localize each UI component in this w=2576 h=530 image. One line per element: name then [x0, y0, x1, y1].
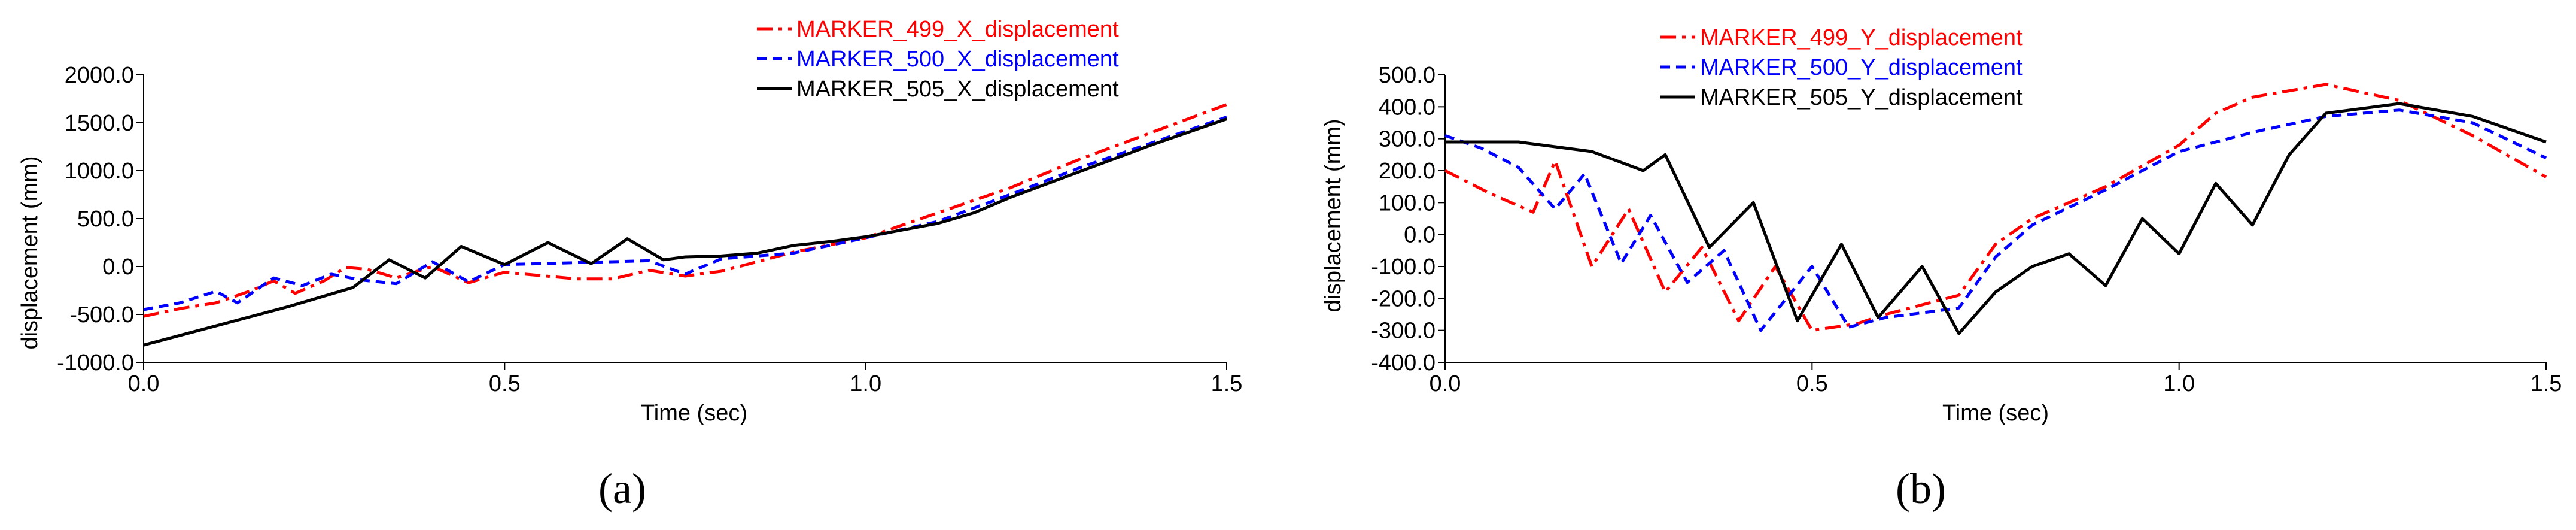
y-tick-label: 0.0: [1404, 223, 1435, 248]
y-tick-label: -300.0: [1371, 319, 1435, 344]
chart-panel-b: 0.0 0.5 1.0 1.5 -400.0 -300.0 -200.0 -100.0 0.0 1…: [1321, 25, 2562, 513]
series-line-marker-500-y-displacement: [1444, 108, 2547, 332]
tick-labels-a: 0.0 0.5 1.0 1.5 -1000.0 -500.0 0.0 500.0 1000.0 1…: [57, 63, 1242, 396]
series-line-marker-505-y-displacement: [1445, 102, 2547, 335]
y-tick-label: -1000.0: [57, 350, 134, 375]
series-line-marker-499-x-displacement: [143, 103, 1227, 318]
axes-b: [1438, 74, 2547, 370]
series-line-marker-505-x-displacement: [143, 117, 1227, 347]
x-tick-label: 0.0: [128, 371, 160, 396]
x-tick-label: 1.5: [1211, 371, 1243, 396]
chart-panel-a: 0.0 0.5 1.0 1.5 -1000.0 -500.0 0.0 500.0 1000.0 1…: [17, 17, 1242, 513]
legend-label: MARKER_500_X_displacement: [796, 47, 1119, 72]
x-tick-label: 1.0: [2163, 371, 2195, 396]
y-tick-label: 300.0: [1379, 127, 1435, 152]
x-tick-label: 0.0: [1430, 371, 1461, 396]
legend-a: MARKER_499_X_displacement MARKER_500_X_di…: [757, 17, 1119, 102]
y-tick-label: -500.0: [69, 302, 134, 328]
y-tick-label: 1000.0: [65, 159, 134, 184]
legend-label: MARKER_505_Y_displacement: [1700, 85, 2023, 110]
x-tick-label: 1.0: [850, 371, 881, 396]
y-tick-label: 500.0: [77, 207, 134, 232]
y-tick-label: 2000.0: [65, 63, 134, 88]
y-axis-label-b: displacement (mm): [1321, 119, 1346, 312]
y-tick-label: 100.0: [1379, 190, 1435, 216]
x-tick-label: 1.5: [2531, 371, 2562, 396]
series-line-marker-499-y-displacement: [1444, 83, 2547, 332]
axes-a: [136, 74, 1227, 370]
y-tick-label: -100.0: [1371, 255, 1435, 280]
x-axis-label-a: Time (sec): [641, 401, 747, 426]
x-tick-label: 0.5: [489, 371, 521, 396]
legend-label: MARKER_505_X_displacement: [796, 77, 1119, 102]
y-tick-label: 500.0: [1379, 63, 1435, 88]
legend-label: MARKER_499_Y_displacement: [1700, 25, 2023, 50]
y-tick-label: -200.0: [1371, 286, 1435, 311]
series-group-a: [143, 103, 1227, 347]
y-tick-label: 200.0: [1379, 159, 1435, 184]
panel-caption-a: (a): [598, 465, 646, 513]
legend-label: MARKER_500_Y_displacement: [1700, 55, 2023, 80]
x-tick-label: 0.5: [1796, 371, 1828, 396]
legend-b: MARKER_499_Y_displacement MARKER_500_Y_di…: [1660, 25, 2023, 110]
legend-label: MARKER_499_X_displacement: [796, 17, 1119, 42]
y-tick-label: -400.0: [1371, 350, 1435, 375]
y-tick-label: 1500.0: [65, 111, 134, 136]
tick-labels-b: 0.0 0.5 1.0 1.5 -400.0 -300.0 -200.0 -100.0 0.0 1…: [1371, 63, 2562, 396]
y-tick-label: 400.0: [1379, 95, 1435, 120]
y-tick-label: 0.0: [102, 255, 134, 280]
y-axis-label-a: displacement (mm): [17, 156, 42, 349]
x-axis-label-b: Time (sec): [1942, 401, 2049, 426]
panel-caption-b: (b): [1896, 465, 1946, 513]
series-group-b: [1444, 83, 2547, 335]
